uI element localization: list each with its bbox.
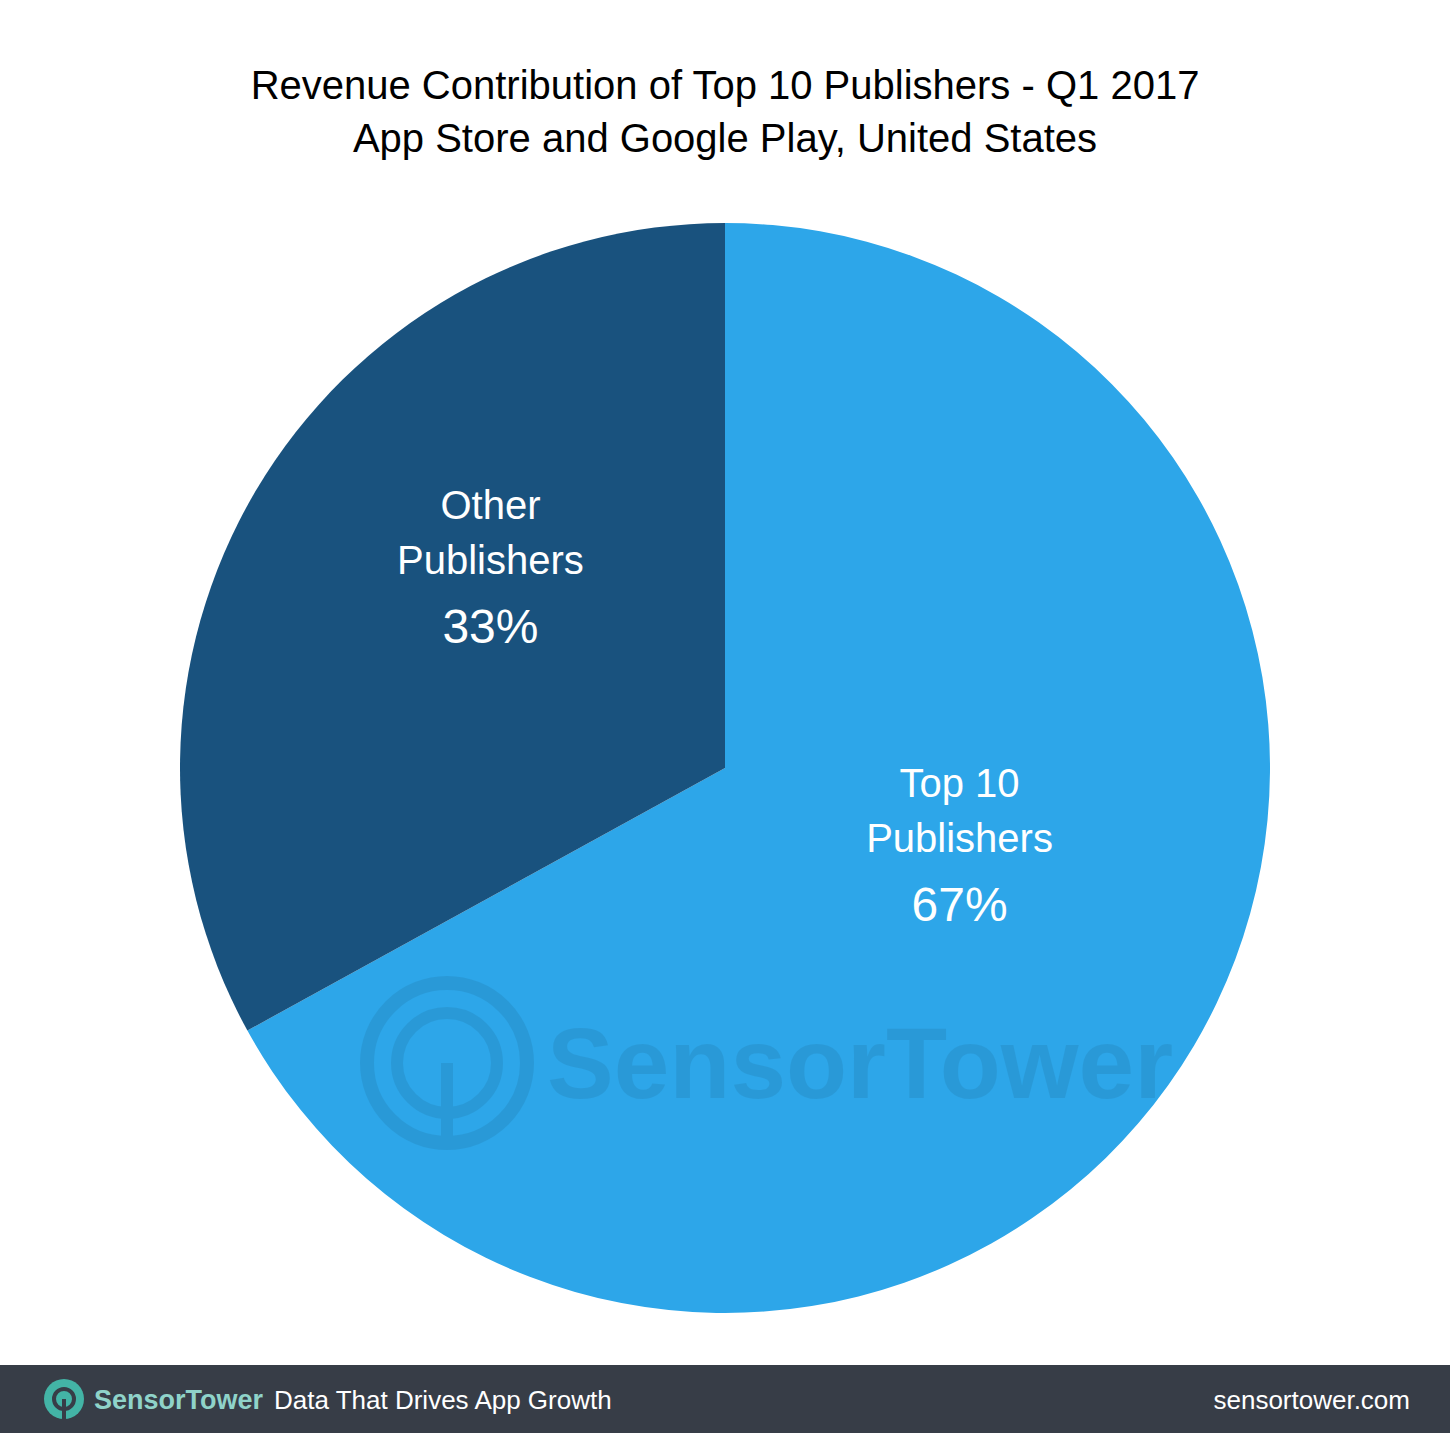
chart: Revenue Contribution of Top 10 Publisher… <box>0 0 1450 1433</box>
watermark: SensorTower <box>367 983 1173 1143</box>
footer-logo-icon <box>44 1379 84 1419</box>
slice-category-line: Publishers <box>397 538 584 582</box>
watermark-text: SensorTower <box>547 1007 1173 1119</box>
footer: SensorTower Data That Drives App Growth se… <box>0 1365 1450 1433</box>
title: Revenue Contribution of Top 10 Publisher… <box>251 63 1200 107</box>
slice-category-line: Publishers <box>866 816 1053 860</box>
slice-category-line: Other <box>440 483 540 527</box>
watermark-icon <box>367 983 527 1143</box>
footer-url: sensortower.com <box>1213 1385 1410 1415</box>
data-label: 33% <box>442 600 538 653</box>
slice-category: Top 10 Publishers <box>866 761 1053 860</box>
subtitle: App Store and Google Play, United States <box>353 116 1097 160</box>
slices <box>180 223 1270 1313</box>
watermark-icon <box>441 1063 453 1143</box>
slice-category-line: Top 10 <box>899 761 1019 805</box>
data-label: 67% <box>912 878 1008 931</box>
footer-logo-icon <box>62 1399 66 1419</box>
footer-bar <box>0 1365 1450 1433</box>
background <box>0 0 1450 1433</box>
slice-category: Other Publishers <box>397 483 584 582</box>
pie-slice <box>180 223 725 1031</box>
footer-logo-text: SensorTower <box>94 1385 264 1415</box>
slice-labels: Top 10 Publishers 67% Other Publishers 33% <box>397 483 1053 930</box>
footer-tagline: Data That Drives App Growth <box>274 1385 612 1415</box>
